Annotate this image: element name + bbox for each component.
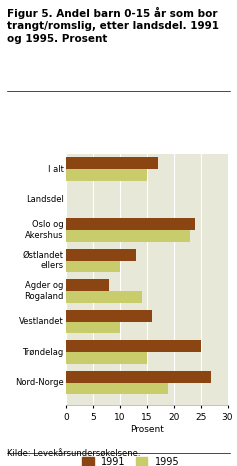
Text: Figur 5. Andel barn 0-15 år som bor
trangt/romslig, etter landsdel. 1991
og 1995: Figur 5. Andel barn 0-15 år som bor tran… <box>7 7 219 44</box>
Text: Kilde: Levekårsundersøkelsene.: Kilde: Levekårsundersøkelsene. <box>7 450 141 459</box>
Bar <box>66 383 169 394</box>
Bar <box>66 158 158 169</box>
Legend: 1991, 1995: 1991, 1995 <box>78 453 184 466</box>
Bar <box>66 280 109 291</box>
Bar <box>66 341 201 352</box>
Bar <box>66 310 152 322</box>
Bar <box>66 352 147 363</box>
Bar <box>66 291 141 302</box>
Bar <box>66 249 136 260</box>
Bar <box>66 230 190 242</box>
Bar <box>66 371 211 383</box>
Bar <box>66 219 195 230</box>
Bar <box>66 169 147 181</box>
Bar <box>66 260 120 272</box>
X-axis label: Prosent: Prosent <box>130 425 164 434</box>
Bar <box>66 322 120 333</box>
